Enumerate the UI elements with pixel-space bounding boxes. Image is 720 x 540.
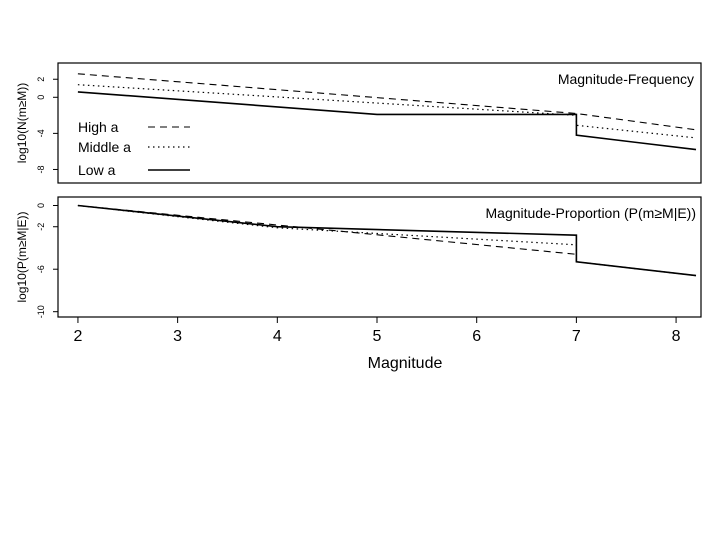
y-tick-label: -8 (36, 165, 46, 173)
y-tick-label: -6 (36, 265, 46, 273)
y-tick-label: -10 (36, 305, 46, 318)
magnitude-proportion-panel: Magnitude-Proportion (P(m≥M|E)) log10(P(… (15, 196, 702, 372)
bottom-panel-title: Magnitude-Proportion (P(m≥M|E)) (486, 205, 697, 221)
y-tick-label: 0 (36, 203, 46, 208)
x-axis-ticks: 2 3 4 5 6 7 8 (73, 317, 681, 345)
x-tick-label: 8 (672, 328, 681, 345)
bottom-y-ticks: 0 -2 -6 -10 (36, 203, 58, 318)
bottom-y-axis-label: log10(P(m≥M|E)) (15, 211, 29, 302)
legend-label: Middle a (78, 139, 131, 155)
top-y-axis-label: log10(N(m≥M)) (15, 83, 29, 164)
series-line-solid (77, 204, 697, 277)
series-line-solid (77, 91, 697, 151)
top-panel-title: Magnitude-Frequency (558, 71, 694, 87)
y-tick-label: -4 (36, 129, 46, 137)
x-tick-label: 2 (73, 328, 82, 345)
legend: High a Middle a Low a (78, 119, 190, 178)
top-series-lines (77, 73, 697, 151)
top-panel-frame (57, 62, 702, 184)
bottom-series-lines (77, 204, 697, 277)
x-tick-label: 6 (472, 328, 481, 345)
magnitude-frequency-panel: Magnitude-Frequency log10(N(m≥M)) 2 0 -4 -8… (15, 62, 702, 184)
y-tick-label: 2 (36, 77, 46, 82)
x-axis-label: Magnitude (368, 355, 443, 372)
y-tick-label: 0 (36, 95, 46, 100)
y-tick-label: -2 (36, 223, 46, 231)
x-tick-label: 7 (572, 328, 581, 345)
top-y-ticks: 2 0 -4 -8 (36, 77, 58, 173)
series-line-dotted (77, 84, 697, 139)
x-tick-label: 5 (373, 328, 382, 345)
x-tick-label: 3 (173, 328, 182, 345)
bottom-panel-frame (57, 196, 702, 318)
series-line-dashed (77, 73, 697, 131)
legend-label: Low a (78, 162, 116, 178)
legend-label: High a (78, 119, 119, 135)
x-tick-label: 4 (273, 328, 282, 345)
